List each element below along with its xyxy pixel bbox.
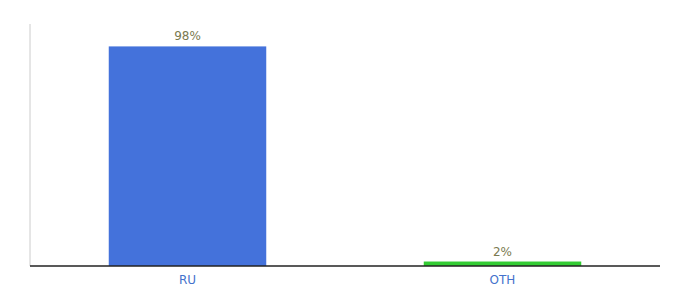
x-tick-label: RU (179, 273, 196, 287)
x-tick-label: OTH (490, 273, 516, 287)
data-label: 2% (493, 245, 512, 259)
data-label: 98% (174, 29, 201, 43)
y-axis-line (30, 24, 31, 266)
bars (109, 46, 582, 266)
chart: 98% 2% RU OTH (0, 0, 680, 300)
data-labels: 98% 2% (174, 29, 512, 258)
x-axis-line (30, 265, 660, 267)
bar (109, 46, 267, 266)
chart-container: 98% 2% RU OTH (0, 0, 680, 300)
